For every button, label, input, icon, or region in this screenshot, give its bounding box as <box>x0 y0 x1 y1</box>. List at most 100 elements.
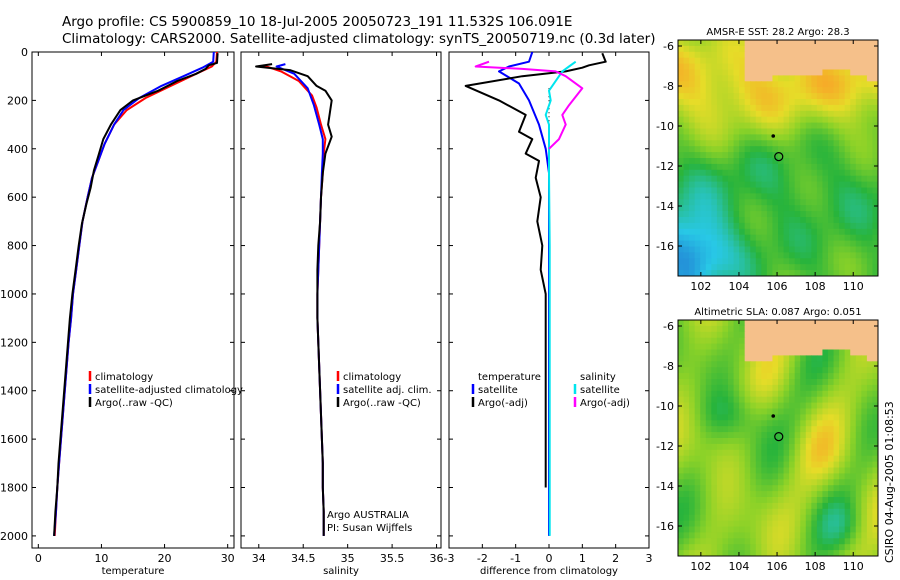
map-cell <box>705 402 712 410</box>
map-cell <box>755 240 762 248</box>
map-cell <box>811 420 818 427</box>
map-cell <box>705 443 712 451</box>
map-cell <box>816 205 824 212</box>
map-cell <box>722 205 729 212</box>
map-cell <box>855 491 862 498</box>
map-cell <box>861 355 868 362</box>
map-cell <box>716 252 724 259</box>
map-cell <box>678 320 685 327</box>
map-cell <box>705 99 712 106</box>
map-cell <box>705 234 712 242</box>
map-cell <box>722 45 729 53</box>
map-cell <box>772 473 779 480</box>
map-cell <box>850 526 857 533</box>
map-cell <box>716 420 724 427</box>
map-cell <box>733 134 740 141</box>
map-cell <box>789 246 796 253</box>
map-cell <box>822 491 829 498</box>
map-cell <box>728 461 735 469</box>
map-cell <box>728 538 735 545</box>
map-cell <box>778 69 785 76</box>
map-cell <box>866 384 874 392</box>
map-cell <box>805 270 812 276</box>
map-cell <box>761 379 768 386</box>
map-cell <box>722 104 729 112</box>
map-cell <box>816 479 824 486</box>
map-cell <box>689 270 696 276</box>
map-cell <box>828 140 835 147</box>
map-cell <box>694 438 701 445</box>
map-cell <box>744 246 751 253</box>
map-cell <box>794 116 801 124</box>
map-cell <box>850 258 857 265</box>
map-cell <box>778 443 785 451</box>
map-cell <box>689 163 696 171</box>
map-cell <box>700 325 707 333</box>
map-cell <box>716 532 724 539</box>
map-cell <box>855 75 862 82</box>
map-cell <box>683 438 690 445</box>
map-cell <box>683 63 690 71</box>
map-cell <box>772 258 779 265</box>
map-cell <box>722 211 729 218</box>
map-cell <box>822 538 829 545</box>
map-cell <box>794 140 801 147</box>
map-cell <box>755 57 762 65</box>
map-cell <box>711 514 718 522</box>
map-cell <box>828 544 835 551</box>
x-tick-label: -1 <box>510 552 521 565</box>
map-cell <box>678 508 685 516</box>
map-cell <box>705 104 712 112</box>
map-cell <box>844 449 851 457</box>
map-cell <box>828 175 835 183</box>
map-cell <box>705 75 712 82</box>
map-cell <box>816 396 824 404</box>
map-cell <box>855 467 862 474</box>
map-cell <box>866 379 874 386</box>
map-cell <box>839 169 846 177</box>
map-cell <box>866 432 874 439</box>
map-cell <box>744 467 751 474</box>
map-cell <box>755 408 762 415</box>
map-cell <box>722 532 729 539</box>
map-cell <box>678 63 685 71</box>
map-cell <box>678 246 685 253</box>
map-cell <box>739 514 746 522</box>
map-cell <box>722 349 729 356</box>
map-cell <box>800 544 807 551</box>
map-cell <box>761 63 768 71</box>
map-cell <box>766 390 774 398</box>
map-cell <box>750 438 757 445</box>
map-cell <box>805 514 812 522</box>
map-cell <box>805 169 812 177</box>
map-cell <box>733 69 740 76</box>
map-cell <box>694 252 701 259</box>
map-title: Altimetric SLA: 0.087 Argo: 0.051 <box>694 307 861 318</box>
map-cell <box>794 426 801 433</box>
map-cell <box>828 396 835 404</box>
map-cell <box>733 550 740 556</box>
map-cell <box>816 51 824 59</box>
y-tick-label: -10 <box>656 120 674 133</box>
map-cell <box>689 485 696 492</box>
map-cell <box>678 158 685 165</box>
map-cell <box>861 532 868 539</box>
map-cell <box>833 99 840 106</box>
map-cell <box>683 69 690 76</box>
map-cell <box>772 40 779 47</box>
map-cell <box>861 264 868 271</box>
map-cell <box>689 473 696 480</box>
map-cell <box>855 520 862 528</box>
map-cell <box>811 205 818 212</box>
map-cell <box>789 544 796 551</box>
map-cell <box>700 443 707 451</box>
map-cell <box>850 343 857 351</box>
map-cell <box>783 373 790 380</box>
map-cell <box>705 343 712 351</box>
map-cell <box>716 258 724 265</box>
map-cell <box>833 526 840 533</box>
map-cell <box>733 414 740 421</box>
map-cell <box>828 538 835 545</box>
footer-timestamp: CSIRO 04-Aug-2005 01:08:53 <box>883 401 896 563</box>
map-cell <box>844 51 851 59</box>
